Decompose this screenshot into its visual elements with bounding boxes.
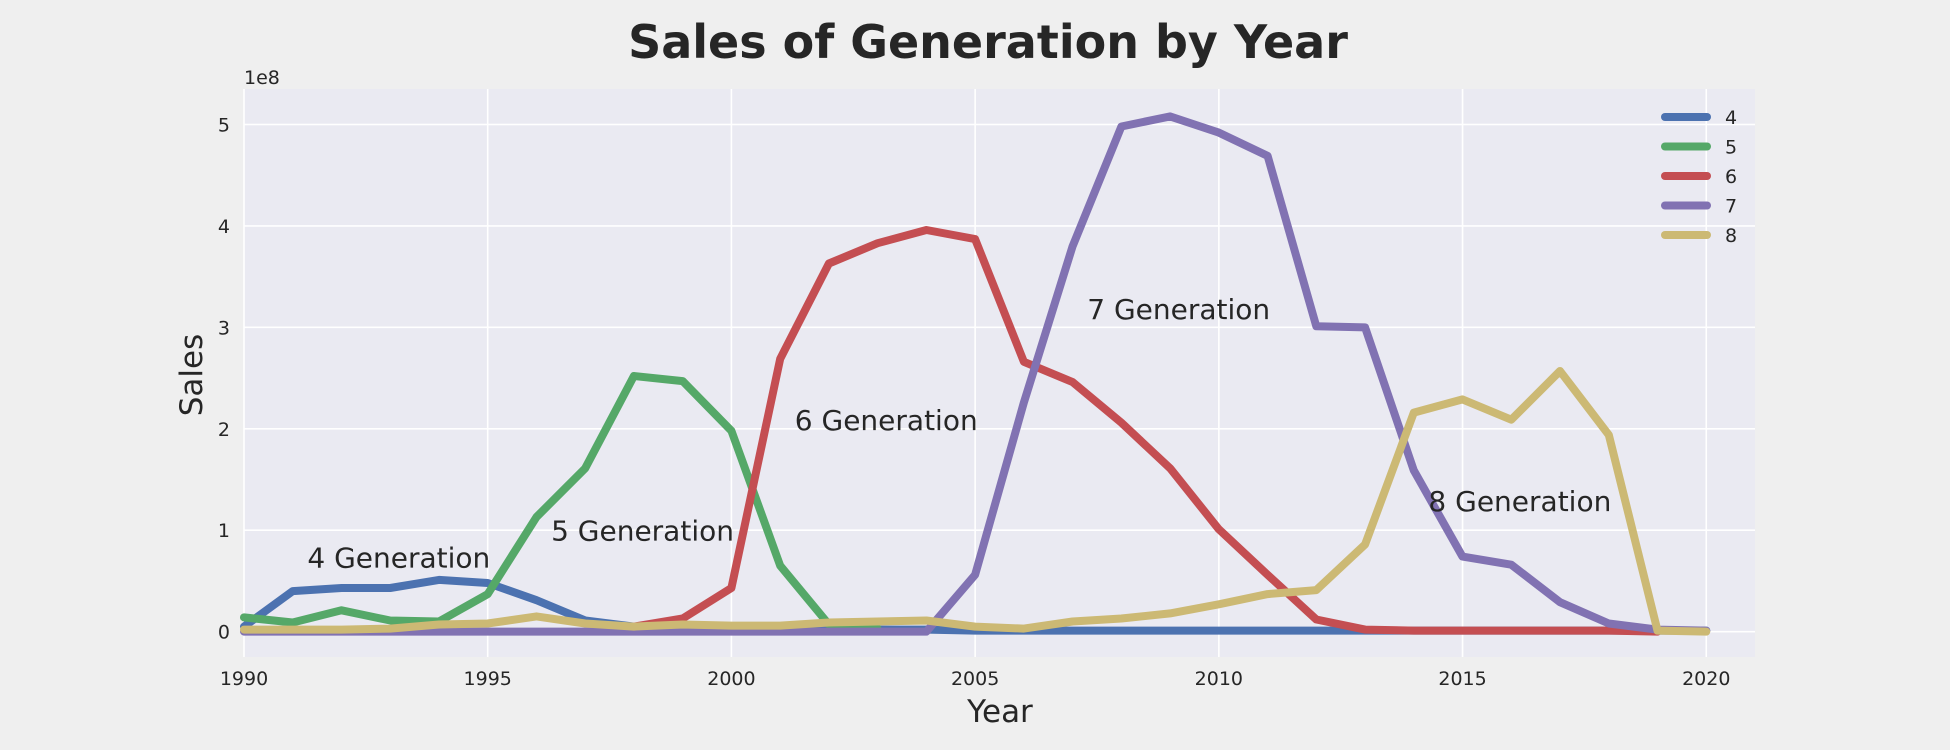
y-tick-label: 1 (218, 520, 230, 542)
series-line-6 (629, 226, 1662, 636)
x-tick-label: 2020 (1682, 668, 1730, 690)
x-tick-label: 2000 (707, 668, 755, 690)
legend: 4 5 6 7 8 (1661, 107, 1737, 247)
legend-label-8: 8 (1725, 225, 1737, 247)
annotation-label: 6 Generation (795, 404, 978, 437)
tick-labels: 1990 1995 2000 2005 2010 2015 2020 0 1 2 3 4 5 (218, 115, 1731, 691)
y-axis-label: Sales (174, 334, 210, 417)
series-line-8 (240, 367, 1711, 636)
x-tick-label: 2015 (1438, 668, 1486, 690)
series-lines (240, 112, 1711, 636)
x-tick-label: 2010 (1195, 668, 1243, 690)
x-axis-label: Year (966, 694, 1033, 730)
y-tick-label: 2 (218, 419, 230, 441)
legend-label-5: 5 (1725, 137, 1737, 159)
series-line-7 (240, 112, 1711, 636)
x-tick-label: 1995 (464, 668, 512, 690)
y-tick-label: 5 (218, 115, 230, 137)
chart-title: Sales of Generation by Year (628, 15, 1348, 69)
y-tick-label: 4 (218, 216, 230, 238)
y-scale-label: 1e8 (244, 67, 280, 89)
x-tick-label: 2005 (951, 668, 999, 690)
annotation-label: 4 Generation (307, 542, 490, 575)
x-tick-label: 1990 (220, 668, 268, 690)
annotations: 4 Generation 5 Generation 6 Generation 7 Ge… (307, 293, 1611, 575)
annotation-label: 8 Generation (1428, 485, 1611, 518)
annotation-label: 5 Generation (551, 514, 734, 547)
series-line-5 (240, 372, 882, 633)
legend-label-6: 6 (1725, 166, 1737, 188)
y-tick-label: 0 (218, 622, 230, 644)
annotation-label: 7 Generation (1087, 293, 1270, 326)
y-tick-label: 3 (218, 317, 230, 339)
legend-label-4: 4 (1725, 107, 1737, 129)
legend-label-7: 7 (1725, 196, 1737, 218)
